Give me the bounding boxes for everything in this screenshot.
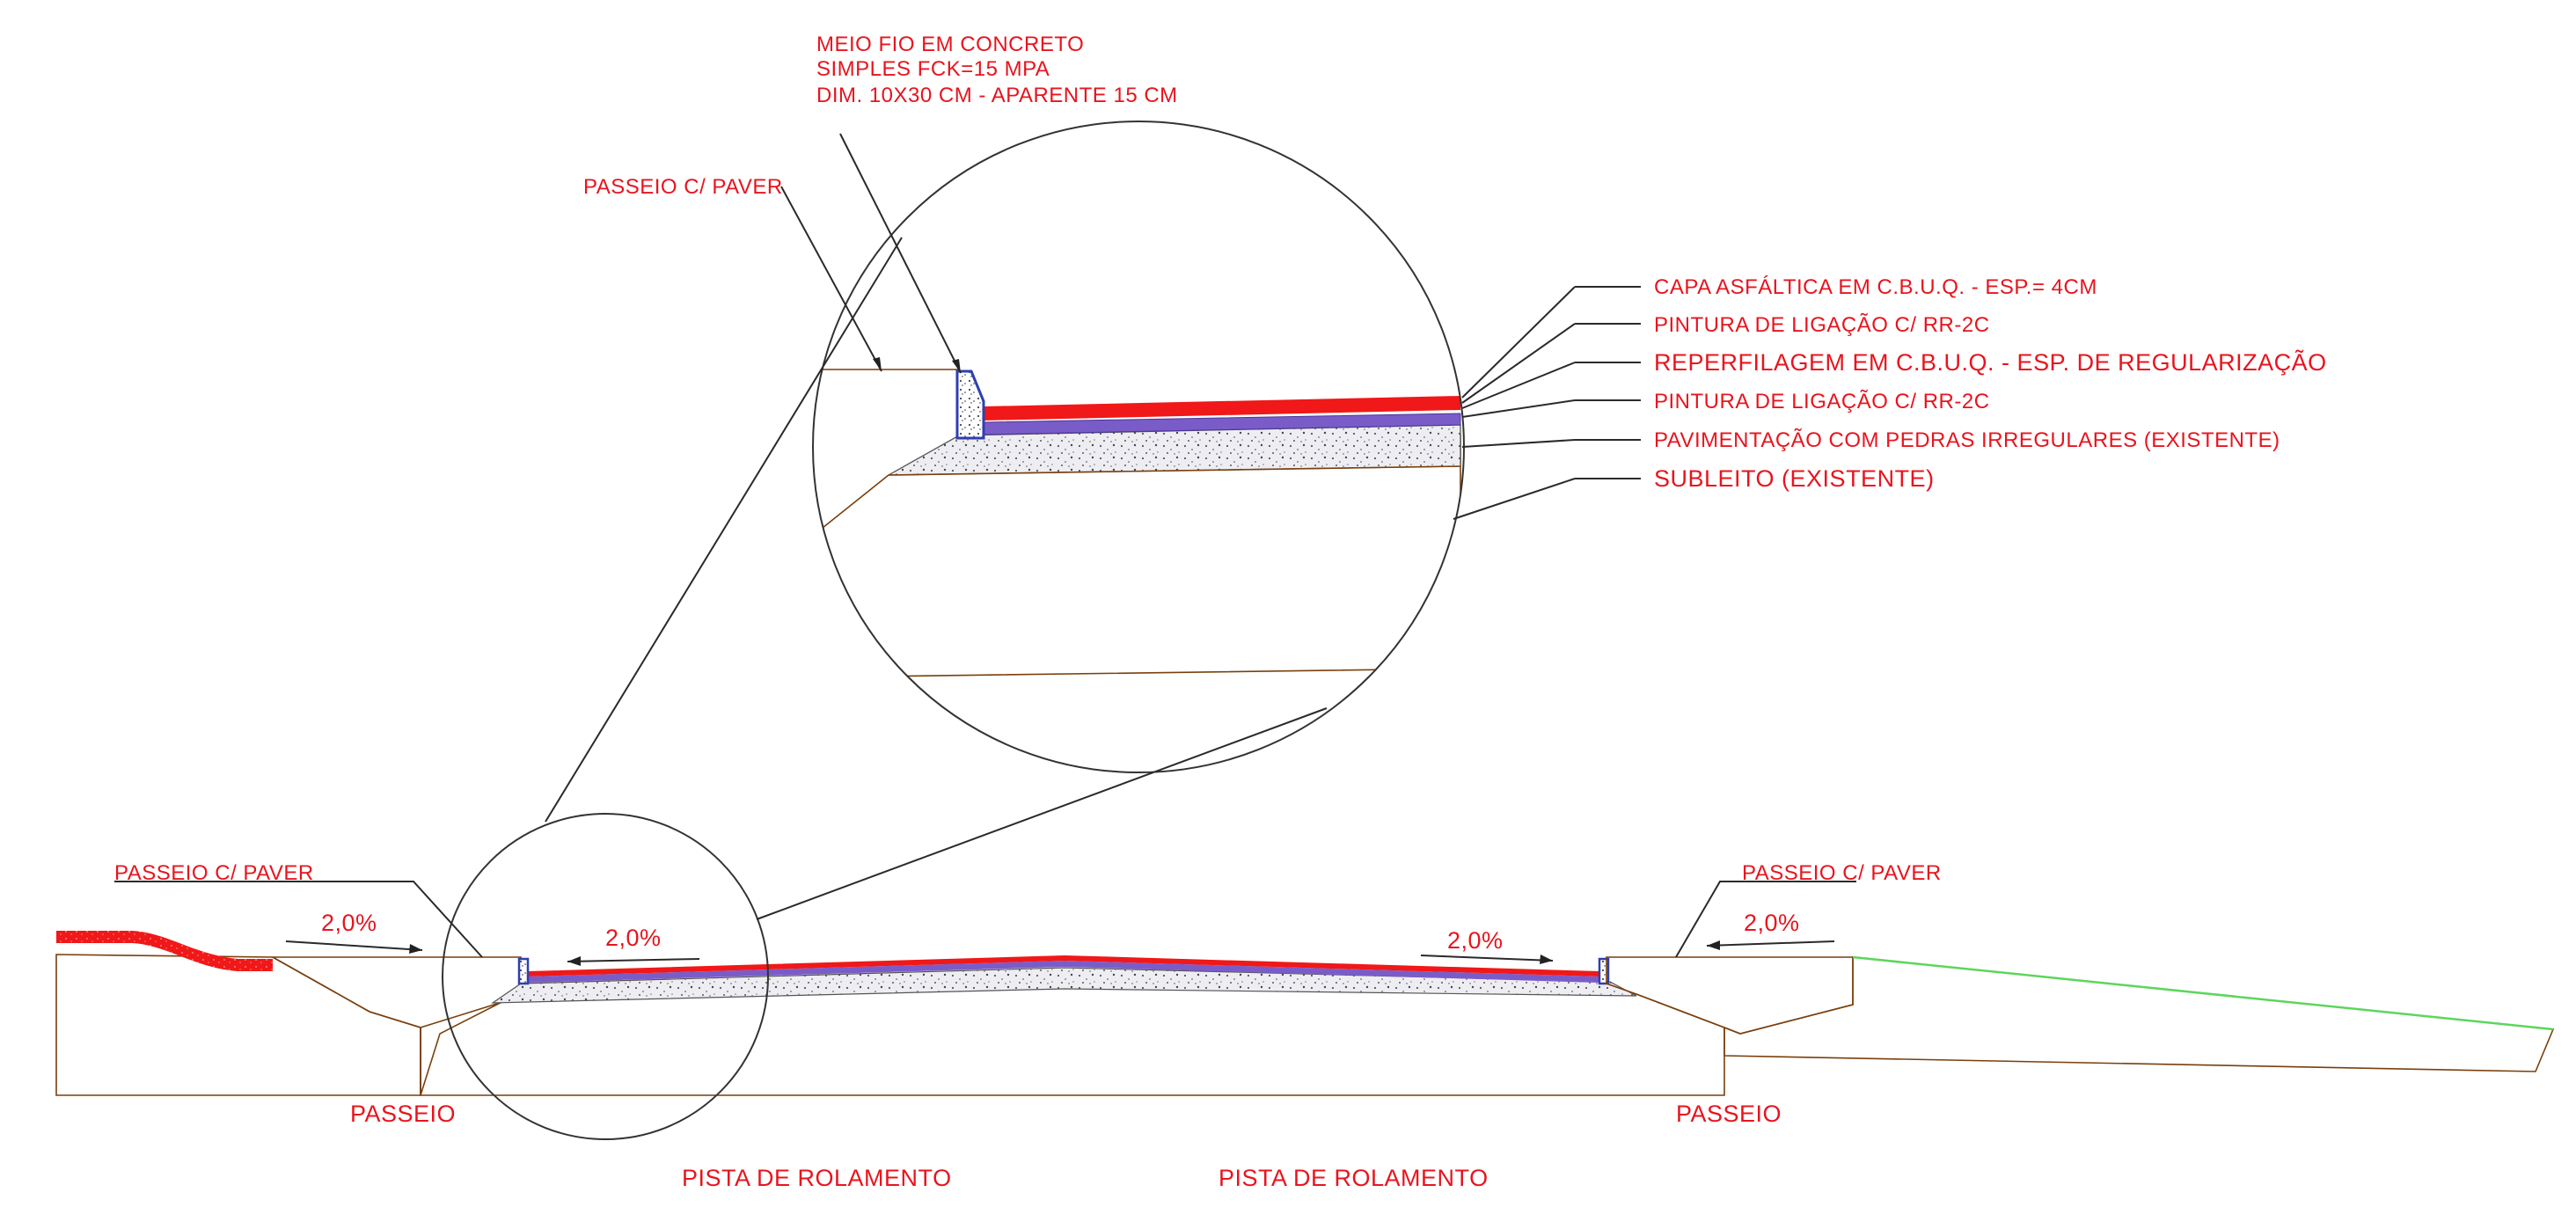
label-layer-4: PINTURA DE LIGAÇÃO C/ RR-2C [1654, 390, 1990, 413]
label-layer-5: PAVIMENTAÇÃO COM PEDRAS IRREGULARES (EXI… [1654, 428, 2280, 452]
label-layer-6: SUBLEITO (EXISTENTE) [1654, 465, 1935, 492]
label-layer-1: CAPA ASFÁLTICA EM C.B.U.Q. - ESP.= 4CM [1654, 275, 2097, 299]
label-passeio-paver-left: PASSEIO C/ PAVER [114, 861, 314, 885]
label-passeio-paver-detail: PASSEIO C/ PAVER [583, 175, 783, 199]
zoom-circle [442, 813, 769, 1140]
leaders [114, 133, 1856, 966]
detail-zoom [813, 369, 1461, 678]
label-passeio-left: PASSEIO [350, 1101, 456, 1127]
label-pista-right: PISTA DE ROLAMENTO [1218, 1165, 1489, 1191]
label-meio-fio-3: DIM. 10X30 CM - APARENTE 15 CM [816, 84, 1178, 107]
right-sidewalk [1606, 956, 1854, 1035]
terrain-line [1852, 955, 2554, 1031]
label-slope-1: 2,0% [321, 910, 377, 936]
road-tack-coat [528, 961, 1599, 983]
label-slope-2: 2,0% [605, 925, 662, 951]
left-sidewalk [269, 956, 522, 1096]
label-passeio-paver-right: PASSEIO C/ PAVER [1742, 861, 1942, 885]
label-meio-fio-2: SIMPLES FCK=15 MPA [816, 57, 1050, 81]
label-pista-left: PISTA DE ROLAMENTO [682, 1165, 952, 1191]
label-slope-3: 2,0% [1447, 927, 1504, 954]
detail-labels: MEIO FIO EM CONCRETO SIMPLES FCK=15 MPA … [583, 33, 2327, 492]
left-paver-strip [56, 931, 273, 971]
road-gravel [490, 967, 1637, 1004]
section-labels: PASSEIO C/ PAVER PASSEIO C/ PAVER 2,0% 2… [114, 861, 1942, 1191]
label-slope-4: 2,0% [1744, 910, 1800, 936]
label-meio-fio-1: MEIO FIO EM CONCRETO [816, 33, 1084, 56]
right-curb [1598, 957, 1610, 985]
detail-asphalt-cap [984, 396, 1460, 421]
main-section [55, 931, 2555, 1096]
left-curb [517, 957, 530, 985]
left-terrain [55, 954, 421, 1096]
label-layer-2: PINTURA DE LIGAÇÃO C/ RR-2C [1654, 313, 1990, 337]
detail-curb [955, 369, 985, 440]
label-passeio-right: PASSEIO [1676, 1101, 1782, 1127]
right-terrain [1723, 956, 2555, 1072]
label-layer-3: REPERFILAGEM EM C.B.U.Q. - ESP. DE REGUL… [1654, 348, 2327, 376]
road-asphalt [528, 955, 1599, 977]
